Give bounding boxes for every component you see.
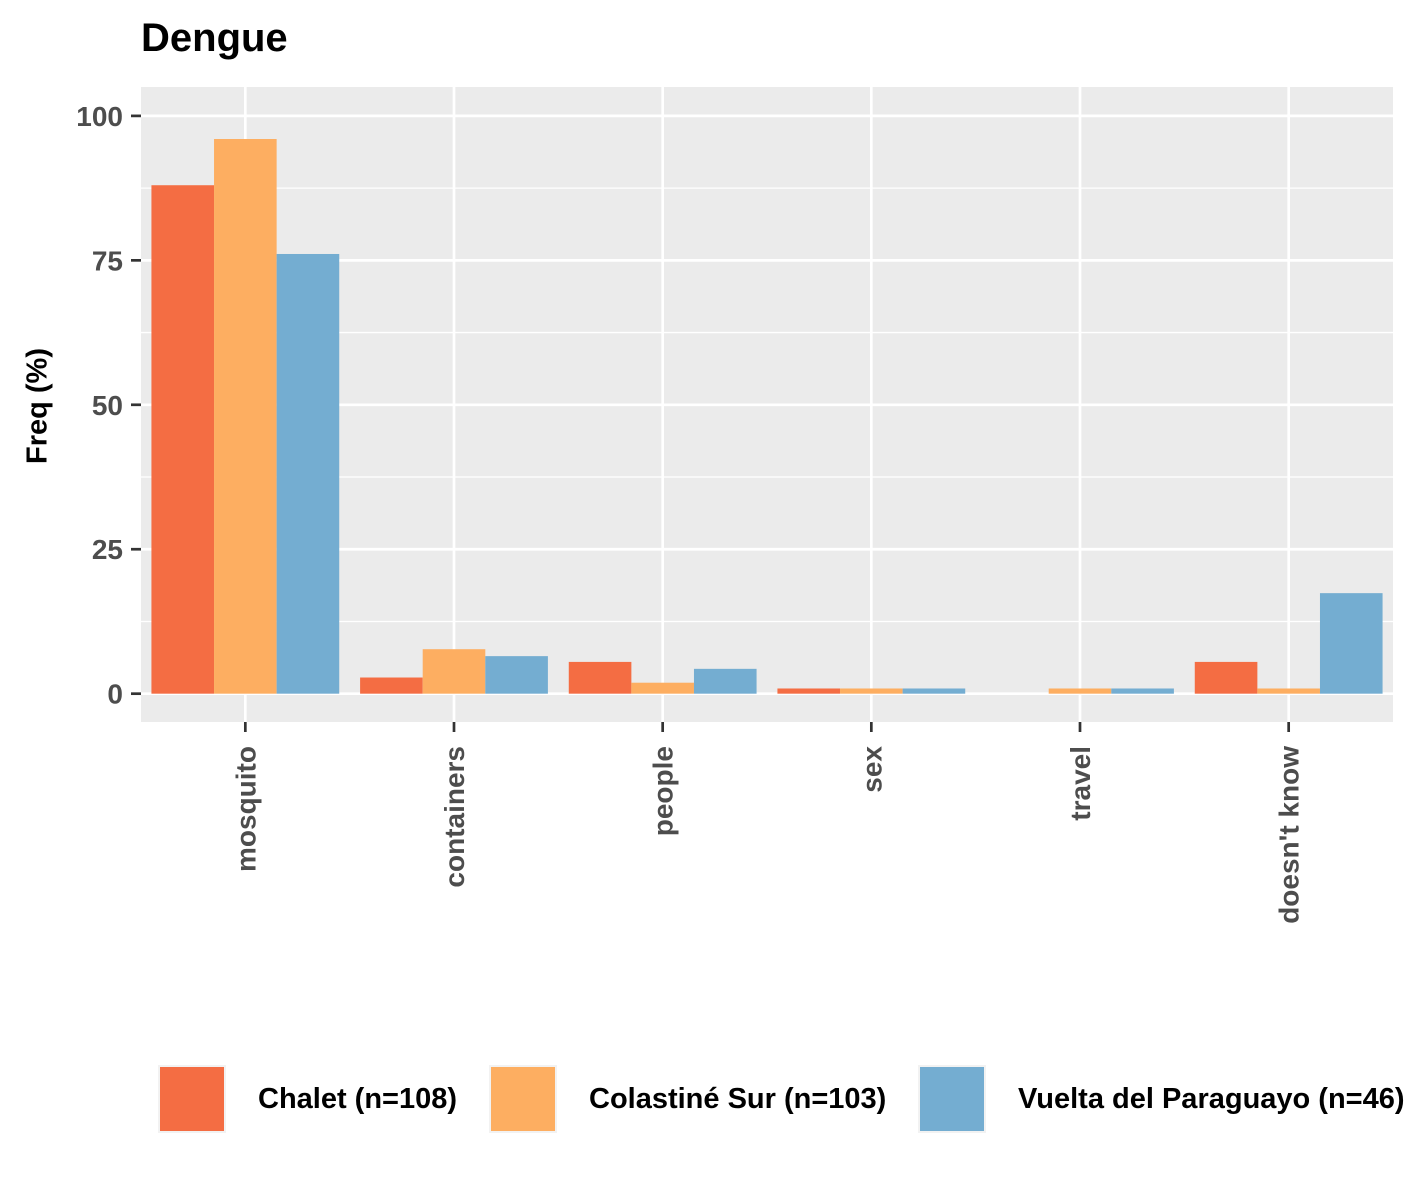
bar (693, 668, 757, 694)
bar (1194, 661, 1258, 694)
x-tick-label: containers (439, 746, 470, 888)
bar (276, 253, 340, 694)
y-tick-label: 0 (107, 679, 123, 710)
bar (840, 688, 903, 694)
bar (360, 677, 423, 694)
bar (214, 139, 277, 694)
y-tick-label: 50 (92, 390, 123, 421)
bar (1319, 593, 1383, 694)
legend-item: Vuelta del Paraguayo (n=46) (918, 1065, 1405, 1133)
legend-label: Colastiné Sur (n=103) (589, 1082, 887, 1115)
bar (151, 185, 215, 694)
x-tick-label: mosquito (230, 746, 261, 872)
legend-label: Vuelta del Paraguayo (n=46) (1018, 1082, 1405, 1115)
legend-item: Chalet (n=108) (158, 1065, 457, 1133)
bar (1048, 688, 1112, 694)
bar (1111, 688, 1174, 694)
bar (777, 688, 841, 694)
bar (1257, 688, 1320, 694)
legend: Chalet (n=108) Colastiné Sur (n=103) Vuelt… (0, 1065, 1417, 1133)
bar (485, 656, 548, 694)
legend-label: Chalet (n=108) (258, 1082, 458, 1115)
legend-key (918, 1065, 986, 1133)
x-tick-label: travel (1065, 746, 1096, 821)
x-tick-label: doesn't know (1274, 746, 1305, 924)
bar (902, 688, 966, 694)
legend-key (158, 1065, 226, 1133)
y-tick-label: 25 (92, 534, 123, 565)
plot-area: 0 25 50 75 100 mosquito containers people sex tra… (76, 87, 1393, 924)
chart-title: Dengue (141, 16, 288, 60)
bar (568, 661, 632, 694)
x-tick-label: sex (856, 746, 887, 793)
legend-item: Colastiné Sur (n=103) (489, 1065, 886, 1133)
y-tick-label: 75 (92, 245, 123, 276)
x-tick-label: people (648, 746, 679, 836)
bar (422, 649, 486, 694)
y-tick-label: 100 (76, 101, 123, 132)
bar (631, 682, 694, 694)
legend-key (489, 1065, 557, 1133)
